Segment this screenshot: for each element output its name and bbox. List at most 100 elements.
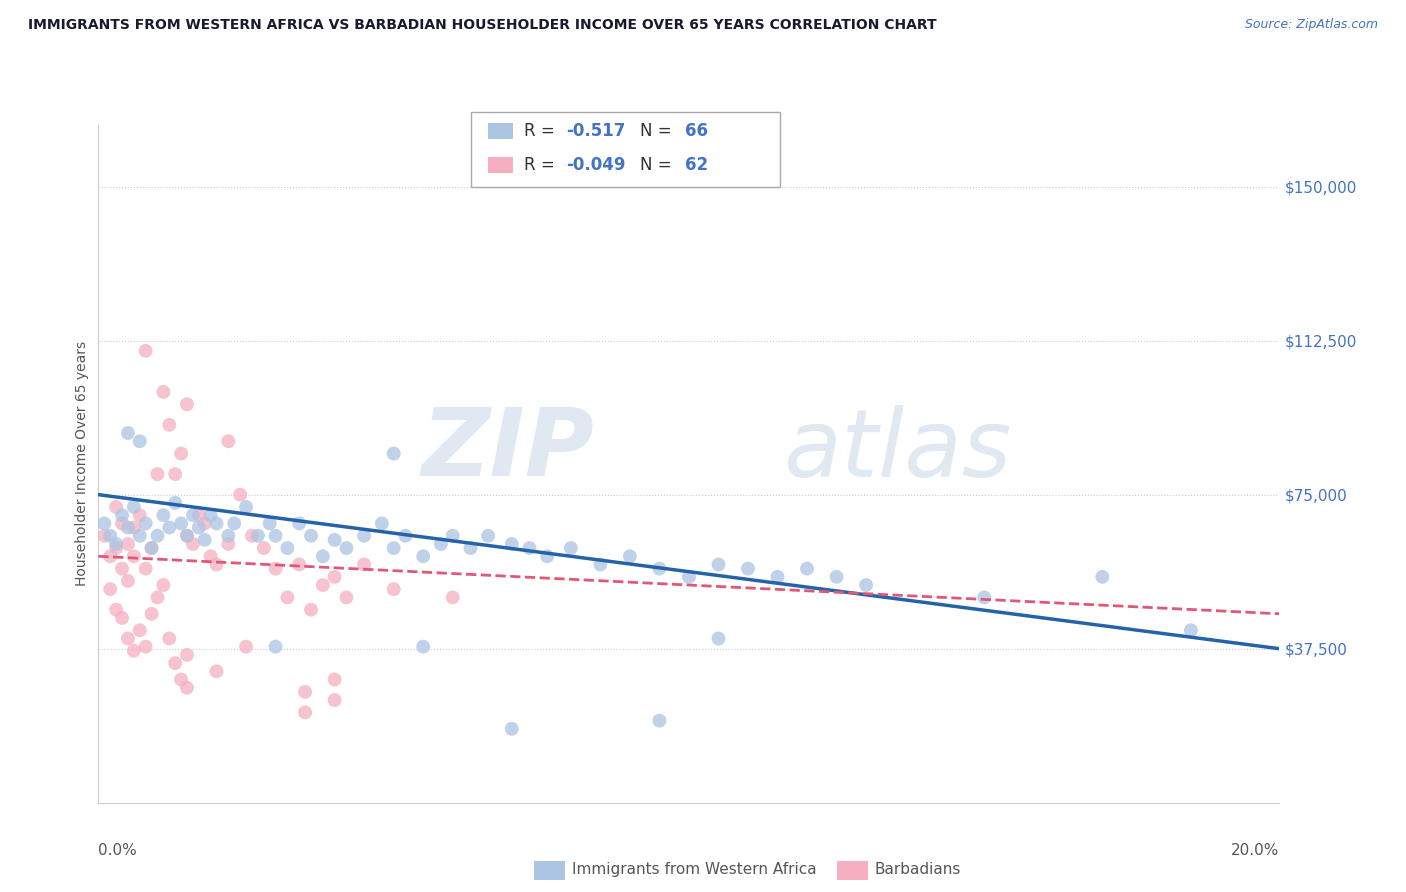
Point: [194, 533, 217, 547]
Point: [371, 516, 394, 531]
Point: [264, 529, 287, 543]
Point: [157, 520, 180, 534]
Point: [187, 520, 209, 534]
Point: [146, 467, 169, 482]
Point: [98, 582, 121, 596]
Point: [501, 537, 523, 551]
Point: [294, 685, 316, 699]
Point: [294, 706, 316, 720]
Point: [323, 693, 346, 707]
Point: [170, 673, 193, 687]
Point: [536, 549, 558, 564]
Point: [240, 529, 263, 543]
Point: [117, 537, 139, 551]
Point: [98, 529, 121, 543]
Point: [205, 516, 228, 531]
Point: [796, 561, 818, 575]
Point: [323, 533, 346, 547]
Point: [217, 537, 239, 551]
Text: atlas: atlas: [783, 405, 1012, 496]
Point: [335, 541, 357, 555]
Point: [707, 558, 730, 572]
Point: [1091, 570, 1114, 584]
Text: N =: N =: [640, 122, 676, 140]
Point: [128, 529, 150, 543]
Point: [205, 558, 228, 572]
Point: [412, 640, 434, 654]
Text: N =: N =: [640, 156, 676, 174]
Point: [766, 570, 789, 584]
Point: [460, 541, 482, 555]
Point: [165, 496, 187, 510]
Text: R =: R =: [524, 122, 561, 140]
Point: [353, 529, 375, 543]
Point: [276, 591, 298, 605]
Point: [176, 529, 198, 543]
Point: [128, 508, 150, 523]
Text: Source: ZipAtlas.com: Source: ZipAtlas.com: [1244, 18, 1378, 31]
Text: Immigrants from Western Africa: Immigrants from Western Africa: [572, 863, 817, 877]
Text: -0.049: -0.049: [567, 156, 626, 174]
Text: IMMIGRANTS FROM WESTERN AFRICA VS BARBADIAN HOUSEHOLDER INCOME OVER 65 YEARS COR: IMMIGRANTS FROM WESTERN AFRICA VS BARBAD…: [28, 18, 936, 32]
Point: [176, 397, 198, 411]
Text: 20.0%: 20.0%: [1232, 844, 1279, 858]
Point: [353, 558, 375, 572]
Point: [855, 578, 877, 592]
Point: [165, 656, 187, 670]
Point: [141, 607, 163, 621]
Point: [335, 591, 357, 605]
Point: [111, 611, 134, 625]
Point: [200, 508, 222, 523]
Point: [122, 644, 145, 658]
Point: [648, 561, 671, 575]
Point: [135, 343, 157, 358]
Point: [276, 541, 298, 555]
Point: [122, 500, 145, 514]
Point: [181, 537, 204, 551]
Point: [477, 529, 499, 543]
Point: [181, 508, 204, 523]
Text: R =: R =: [524, 156, 561, 174]
Point: [299, 529, 322, 543]
Text: ZIP: ZIP: [422, 404, 595, 496]
Point: [146, 529, 169, 543]
Point: [170, 446, 193, 460]
Point: [135, 640, 157, 654]
Point: [441, 529, 464, 543]
Point: [217, 434, 239, 449]
Point: [1180, 624, 1202, 638]
Point: [589, 558, 612, 572]
Point: [170, 516, 193, 531]
Text: 66: 66: [685, 122, 707, 140]
Point: [152, 508, 174, 523]
Point: [382, 582, 405, 596]
Point: [117, 425, 139, 440]
Point: [157, 632, 180, 646]
Point: [135, 561, 157, 575]
Point: [111, 516, 134, 531]
Point: [122, 549, 145, 564]
Point: [217, 529, 239, 543]
Text: 0.0%: 0.0%: [98, 844, 138, 858]
Point: [117, 632, 139, 646]
Point: [98, 549, 121, 564]
Point: [441, 591, 464, 605]
Point: [323, 673, 346, 687]
Point: [235, 500, 257, 514]
Point: [323, 570, 346, 584]
Point: [93, 516, 115, 531]
Point: [288, 516, 311, 531]
Point: [135, 516, 157, 531]
Point: [312, 549, 335, 564]
Point: [141, 541, 163, 555]
Point: [122, 520, 145, 534]
Text: -0.517: -0.517: [567, 122, 626, 140]
Point: [412, 549, 434, 564]
Point: [93, 529, 115, 543]
Point: [200, 549, 222, 564]
Point: [152, 384, 174, 399]
Point: [246, 529, 269, 543]
Point: [128, 434, 150, 449]
Point: [224, 516, 246, 531]
Point: [105, 537, 128, 551]
